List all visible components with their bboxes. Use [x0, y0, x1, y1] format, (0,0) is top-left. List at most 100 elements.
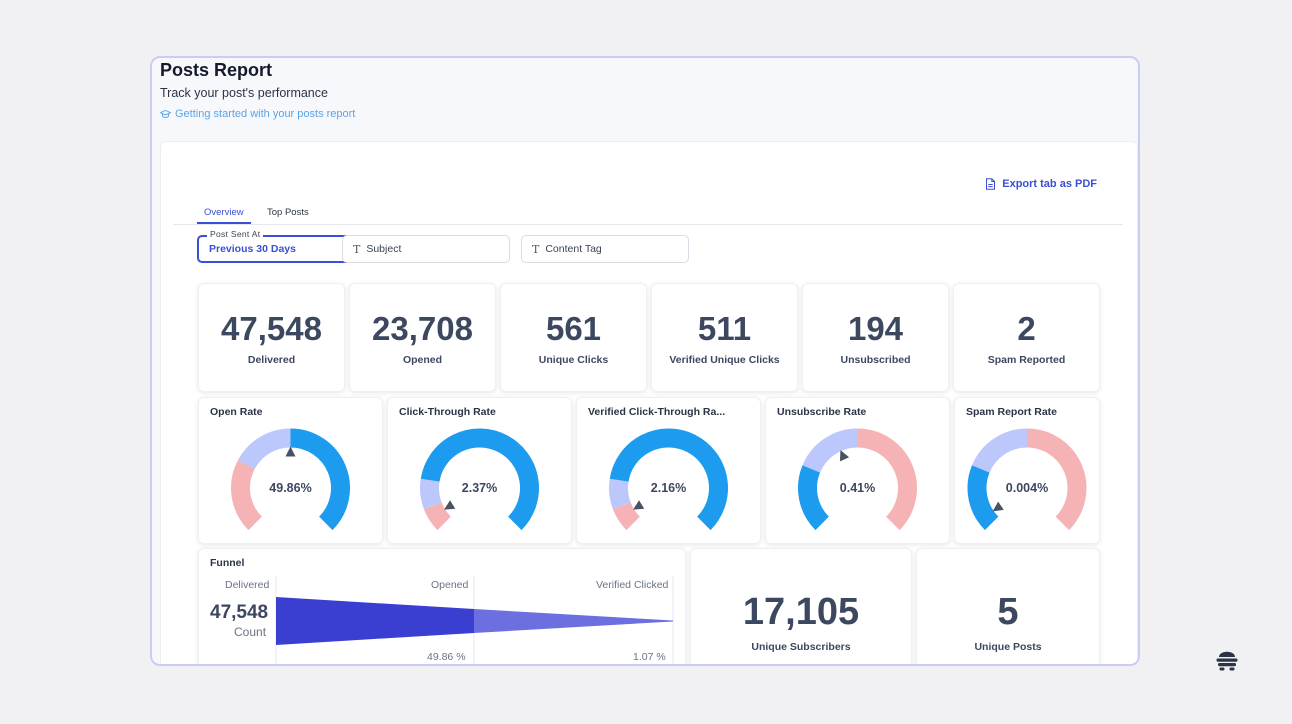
stat-label: Verified Unique Clicks: [669, 354, 780, 366]
funnel-chart: [275, 576, 674, 664]
stat-value: 561: [545, 310, 602, 347]
gauge-segment: [857, 428, 917, 531]
summary-card-unique-posts: 5 Unique Posts: [916, 548, 1100, 664]
stat-card-spam-reported: 2 Spam Reported: [953, 283, 1100, 392]
gauge-segment: [420, 428, 539, 531]
post-sent-at-value: Previous 30 Days: [209, 243, 296, 255]
gauge-pointer: [839, 450, 850, 462]
gauge-title: Spam Report Rate: [966, 406, 1058, 418]
stat-card-opened: 23,708 Opened: [349, 283, 496, 392]
gauge-pointer: [444, 500, 456, 510]
stat-label: Opened: [402, 354, 443, 366]
funnel-segment-delivered-opened: [276, 597, 474, 645]
file-icon: [986, 178, 996, 190]
gauge-segment: [967, 465, 999, 531]
report-tabs: Overview Top Posts: [173, 204, 1123, 225]
funnel-card: Funnel Delivered Opened Verified Clicked…: [198, 548, 686, 664]
stat-card-verified-unique-clicks: 511 Verified Unique Clicks: [651, 283, 798, 392]
export-pdf-label: Export tab as PDF: [1002, 178, 1097, 190]
gauge-segment: [609, 428, 728, 531]
gauge-segment: [612, 501, 641, 531]
beehive-logo-icon: [1216, 651, 1238, 671]
stat-label: Unique Clicks: [538, 354, 609, 366]
summary-value: 5: [997, 591, 1019, 633]
gauge-segment: [237, 428, 291, 470]
export-pdf-button[interactable]: Export tab as PDF: [985, 178, 1097, 190]
stat-card-unique-clicks: 561 Unique Clicks: [500, 283, 647, 392]
tab-overview[interactable]: Overview: [204, 207, 244, 218]
stat-card-unsubscribed: 194 Unsubscribed: [802, 283, 949, 392]
gauge-chart: [798, 428, 917, 531]
gauge-segment: [798, 465, 830, 531]
gauge-pointer: [992, 501, 1004, 512]
gauge-segment: [420, 478, 442, 510]
post-sent-at-legend: Post Sent At: [207, 229, 264, 239]
gauge-card-verified-click-through-rate: Verified Click-Through Ra... 2.16%: [576, 397, 761, 544]
gauge-title: Open Rate: [210, 406, 263, 418]
post-sent-at-filter[interactable]: Post Sent At Previous 30 Days ✕: [197, 229, 365, 263]
gauge-segment: [1026, 428, 1087, 531]
report-panel: Export tab as PDF Overview Top Posts Pos…: [160, 141, 1138, 664]
gauge-chart: [231, 428, 350, 531]
gauge-title: Click-Through Rate: [399, 406, 496, 418]
getting-started-label: Getting started with your posts report: [175, 108, 356, 120]
gauge-pointer: [633, 500, 645, 510]
funnel-stage-percent: 1.07 %: [633, 651, 666, 663]
graduation-cap-icon: [160, 109, 171, 118]
subject-filter-label: Subject: [366, 243, 402, 255]
gauge-card-click-through-rate: Click-Through Rate 2.37%: [387, 397, 572, 544]
funnel-stage-label: Verified Clicked: [596, 579, 669, 591]
stat-value: 2: [1017, 310, 1036, 347]
page-subtitle: Track your post's performance: [160, 86, 328, 100]
stat-label: Spam Reported: [987, 354, 1066, 366]
content-tag-filter-label: Content Tag: [545, 243, 602, 255]
gauge-value: 2.16%: [650, 481, 687, 495]
summary-value: 17,105: [742, 591, 860, 633]
gauge-title: Verified Click-Through Ra...: [588, 406, 726, 418]
stat-label: Delivered: [247, 354, 296, 366]
gauge-chart: [420, 428, 539, 531]
gauge-value: 0.41%: [839, 481, 876, 495]
gauge-value: 2.37%: [461, 481, 498, 495]
page-title: Posts Report: [160, 60, 273, 80]
text-type-icon: T: [532, 242, 540, 256]
content-tag-filter[interactable]: T Content Tag: [521, 235, 689, 263]
subject-filter[interactable]: T Subject: [342, 235, 510, 263]
gauge-segment: [609, 478, 631, 510]
summary-card-unique-subscribers: 17,105 Unique Subscribers: [690, 548, 912, 664]
funnel-stage-label: Delivered: [225, 579, 270, 591]
gauge-value: 0.004%: [1005, 481, 1049, 495]
funnel-stage-percent: 49.86 %: [427, 651, 466, 663]
gauge-pointer: [285, 446, 296, 457]
gauge-title: Unsubscribe Rate: [777, 406, 867, 418]
summary-label: Unique Posts: [974, 641, 1042, 653]
gauge-segment: [290, 428, 350, 531]
gauge-value: 49.86%: [269, 481, 312, 495]
funnel-title: Funnel: [210, 557, 245, 569]
gauge-chart: [967, 428, 1087, 531]
gauge-segment: [802, 428, 859, 473]
gauge-segment: [231, 460, 263, 531]
funnel-count: 47,548: [210, 602, 269, 623]
funnel-count-label: Count: [234, 625, 267, 639]
tab-top-posts[interactable]: Top Posts: [267, 207, 309, 218]
funnel-segment-opened-clicked: [474, 609, 673, 633]
text-type-icon: T: [353, 242, 361, 256]
stat-card-delivered: 47,548 Delivered: [198, 283, 345, 392]
stat-value: 511: [697, 310, 752, 347]
gauge-segment: [423, 501, 452, 531]
gauge-chart: [609, 428, 728, 531]
stat-value: 23,708: [372, 310, 473, 347]
gauge-card-unsubscribe-rate: Unsubscribe Rate 0.41%: [765, 397, 950, 544]
active-tab-indicator: [197, 222, 251, 224]
stat-value: 194: [847, 310, 904, 347]
gauge-card-open-rate: Open Rate 49.86%: [198, 397, 383, 544]
report-window: Posts Report Track your post's performan…: [150, 56, 1140, 666]
summary-label: Unique Subscribers: [751, 641, 851, 653]
funnel-stage-label: Opened: [431, 579, 469, 591]
gauge-card-spam-report-rate: Spam Report Rate 0.004%: [954, 397, 1100, 544]
stat-value: 47,548: [221, 310, 322, 347]
getting-started-link[interactable]: Getting started with your posts report: [160, 108, 355, 120]
stat-label: Unsubscribed: [840, 354, 911, 366]
gauge-segment: [972, 428, 1028, 473]
